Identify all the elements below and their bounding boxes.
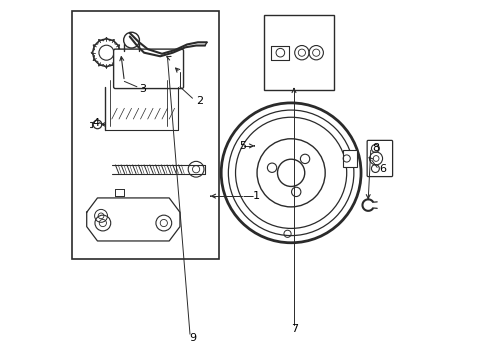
- Text: 2: 2: [196, 96, 203, 106]
- Bar: [343, 149, 357, 167]
- Text: —1: —1: [242, 191, 260, 201]
- Text: 4: 4: [92, 118, 99, 128]
- FancyBboxPatch shape: [113, 49, 183, 89]
- Text: 3: 3: [139, 84, 145, 94]
- Bar: [264, 15, 333, 90]
- Text: 5: 5: [239, 141, 245, 151]
- Text: 6: 6: [378, 164, 385, 174]
- Bar: [72, 12, 219, 259]
- Text: 7: 7: [290, 324, 298, 334]
- Text: 9: 9: [188, 333, 196, 343]
- Text: 8: 8: [371, 143, 378, 153]
- FancyBboxPatch shape: [366, 140, 392, 177]
